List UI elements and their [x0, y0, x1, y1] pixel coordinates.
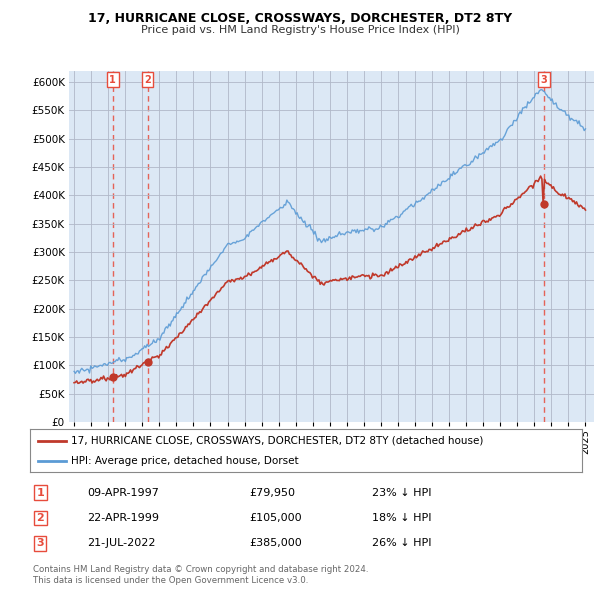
Text: 09-APR-1997: 09-APR-1997	[87, 488, 159, 497]
Text: 26% ↓ HPI: 26% ↓ HPI	[372, 539, 431, 548]
Text: 18% ↓ HPI: 18% ↓ HPI	[372, 513, 431, 523]
Text: 17, HURRICANE CLOSE, CROSSWAYS, DORCHESTER, DT2 8TY (detached house): 17, HURRICANE CLOSE, CROSSWAYS, DORCHEST…	[71, 435, 484, 445]
Text: 21-JUL-2022: 21-JUL-2022	[87, 539, 155, 548]
Text: 22-APR-1999: 22-APR-1999	[87, 513, 159, 523]
Text: 17, HURRICANE CLOSE, CROSSWAYS, DORCHESTER, DT2 8TY: 17, HURRICANE CLOSE, CROSSWAYS, DORCHEST…	[88, 12, 512, 25]
Text: HPI: Average price, detached house, Dorset: HPI: Average price, detached house, Dors…	[71, 456, 299, 466]
Text: This data is licensed under the Open Government Licence v3.0.: This data is licensed under the Open Gov…	[33, 576, 308, 585]
Text: Price paid vs. HM Land Registry's House Price Index (HPI): Price paid vs. HM Land Registry's House …	[140, 25, 460, 35]
Text: 3: 3	[37, 539, 44, 548]
Text: £79,950: £79,950	[249, 488, 295, 497]
Text: 1: 1	[109, 74, 116, 84]
Text: 2: 2	[37, 513, 44, 523]
Text: 2: 2	[144, 74, 151, 84]
Text: £385,000: £385,000	[249, 539, 302, 548]
Text: £105,000: £105,000	[249, 513, 302, 523]
Text: 23% ↓ HPI: 23% ↓ HPI	[372, 488, 431, 497]
Text: Contains HM Land Registry data © Crown copyright and database right 2024.: Contains HM Land Registry data © Crown c…	[33, 565, 368, 573]
Text: 3: 3	[541, 74, 547, 84]
Text: 1: 1	[37, 488, 44, 497]
